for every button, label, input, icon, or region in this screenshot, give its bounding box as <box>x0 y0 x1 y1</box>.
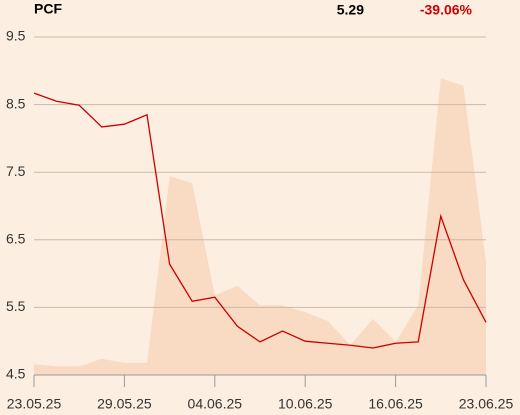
line <box>33 92 487 349</box>
x-tick-label: 23.06.25 <box>459 396 514 412</box>
x-tick-label: 16.06.25 <box>368 396 423 412</box>
x-tick-label: 29.05.25 <box>97 396 152 412</box>
x-tick-label: 23.05.25 <box>7 396 62 412</box>
area <box>34 78 486 376</box>
x-tick-label: 04.06.25 <box>188 396 243 412</box>
y-tick-label: 9.5 <box>6 28 26 44</box>
y-tick-label: 6.5 <box>6 231 26 247</box>
x-tick-label: 10.06.25 <box>278 396 333 412</box>
last-price: 5.29 <box>337 2 364 18</box>
y-tick-label: 8.5 <box>6 95 26 111</box>
chart-title: PCF <box>34 1 62 17</box>
y-tick-label: 7.5 <box>6 163 26 179</box>
y-tick-label: 4.5 <box>6 366 26 382</box>
price-change: -39.06% <box>420 2 473 18</box>
y-tick-label: 5.5 <box>6 298 26 314</box>
